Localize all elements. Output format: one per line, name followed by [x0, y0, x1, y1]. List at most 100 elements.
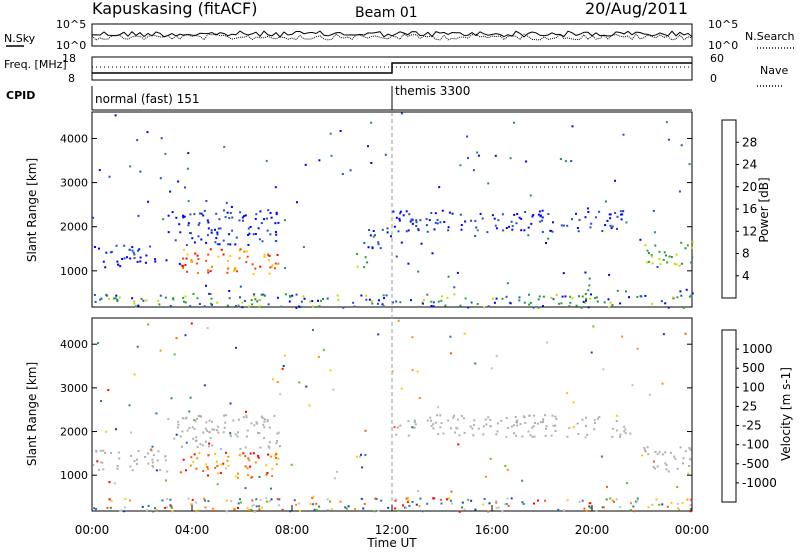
heatmap-cell — [463, 508, 466, 511]
heatmap-cell — [479, 212, 482, 215]
heatmap-cell — [587, 306, 590, 309]
heatmap-cell — [546, 341, 549, 344]
heatmap-cell — [185, 244, 188, 247]
heatmap-cell — [647, 252, 650, 254]
heatmap-cell — [680, 144, 683, 147]
heatmap-cell — [384, 153, 387, 156]
heatmap-cell — [636, 296, 639, 298]
heatmap-cell — [123, 257, 126, 260]
heatmap-cell — [426, 293, 429, 296]
heatmap-cell — [393, 225, 396, 228]
heatmap-cell — [244, 487, 247, 490]
beam-label: Beam 01 — [355, 5, 418, 21]
heatmap-cell — [281, 510, 284, 513]
heatmap-cell — [668, 138, 670, 141]
heatmap-cell — [101, 461, 104, 464]
heatmap-cell — [173, 353, 176, 356]
heatmap-cell — [206, 219, 209, 222]
heatmap-cell — [205, 259, 208, 262]
heatmap-cell — [197, 258, 200, 260]
heatmap-cell — [487, 305, 490, 308]
heatmap-cell — [178, 223, 181, 226]
heatmap-cell — [175, 216, 178, 219]
heatmap-cell — [174, 239, 177, 242]
heatmap-cell — [136, 139, 139, 142]
heatmap-cell — [172, 297, 174, 300]
heatmap-cell — [228, 233, 231, 236]
heatmap-cell — [132, 251, 135, 254]
heatmap-cell — [379, 247, 382, 250]
heatmap-cell — [232, 419, 235, 422]
heatmap-cell — [166, 506, 169, 509]
heatmap-cell — [176, 426, 179, 429]
heatmap-cell — [363, 502, 366, 505]
heatmap-cell — [273, 414, 276, 417]
noise-panel — [91, 23, 693, 47]
heatmap-cell — [182, 458, 185, 461]
heatmap-cell — [636, 500, 639, 502]
heatmap-cell — [249, 452, 252, 455]
heatmap-cell — [439, 221, 442, 224]
heatmap-cell — [277, 457, 280, 460]
heatmap-cell — [245, 410, 247, 413]
heatmap-cell — [609, 217, 612, 220]
colorbar-tick-label: 100 — [742, 380, 765, 394]
heatmap-cell — [639, 238, 642, 241]
heatmap-cell — [195, 439, 198, 442]
heatmap-cell — [602, 506, 605, 509]
heatmap-cell — [432, 423, 435, 426]
heatmap-cell — [532, 425, 535, 428]
heatmap-cell — [154, 507, 156, 510]
heatmap-cell — [474, 362, 477, 365]
heatmap-cell — [622, 210, 625, 213]
heatmap-cell — [624, 428, 627, 431]
colorbar-tick-label: 12 — [742, 224, 757, 238]
heatmap-cell — [689, 504, 692, 507]
heatmap-cell — [531, 426, 534, 429]
heatmap-cell — [106, 506, 109, 509]
heatmap-cell — [515, 420, 518, 423]
heatmap-cell — [603, 301, 606, 304]
heatmap-cell — [446, 498, 448, 501]
heatmap-cell — [375, 497, 378, 500]
heatmap-cell — [625, 221, 628, 224]
heatmap-cell — [180, 264, 183, 267]
heatmap-cell — [586, 433, 589, 436]
heatmap-cell — [116, 300, 119, 303]
heatmap-cell — [586, 207, 589, 210]
heatmap-cell — [485, 423, 488, 426]
heatmap-cell — [265, 217, 268, 220]
heatmap-cell — [251, 505, 254, 508]
heatmap-cell — [263, 256, 266, 258]
heatmap-cell — [275, 442, 278, 445]
heatmap-cell — [167, 214, 170, 217]
heatmap-cell — [483, 498, 486, 500]
heatmap-cell — [276, 254, 279, 256]
y-tick-label: 2000 — [60, 426, 88, 439]
heatmap-cell — [668, 255, 671, 258]
heatmap-cell — [448, 497, 450, 500]
heatmap-cell — [500, 419, 503, 422]
heatmap-cell — [249, 465, 252, 468]
heatmap-cell — [523, 229, 526, 232]
heatmap-cell — [418, 505, 421, 508]
heatmap-cell — [419, 219, 422, 222]
colorbar-tick-label: 4 — [742, 269, 750, 283]
heatmap-cell — [304, 163, 307, 166]
heatmap-cell — [578, 500, 581, 503]
heatmap-cell — [609, 497, 612, 500]
heatmap-cell — [407, 497, 410, 500]
heatmap-cell — [210, 229, 213, 232]
heatmap-cell — [259, 299, 262, 302]
heatmap-cell — [337, 298, 340, 301]
heatmap-cell — [422, 299, 425, 301]
heatmap-cell — [216, 233, 219, 236]
heatmap-cell — [415, 221, 418, 224]
heatmap-cell — [204, 499, 206, 502]
heatmap-cell — [260, 415, 263, 418]
colorbar-tick-label: -100 — [742, 438, 769, 452]
heatmap-cell — [606, 219, 609, 222]
heatmap-cell — [631, 384, 634, 387]
heatmap-cell — [516, 424, 519, 427]
heatmap-cell — [200, 238, 203, 241]
